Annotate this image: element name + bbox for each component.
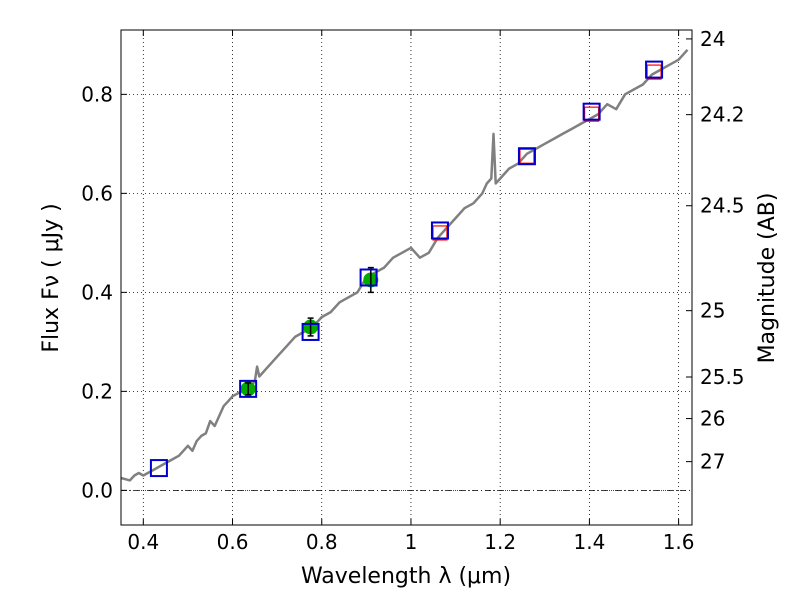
model-band-square — [517, 147, 536, 166]
grid — [121, 30, 692, 525]
tick-labels: 0.4 0.6 0.8 1 1.2 1.4 1.6 0.0 0.2 0.4 0.6 0.8 24 24.2… — [81, 27, 744, 554]
spectrum-layer — [120, 48, 689, 482]
x-tick-label: 1.2 — [484, 530, 516, 554]
mag-tick-label: 26 — [700, 407, 725, 431]
model-band-square — [430, 221, 449, 240]
model-band-square — [359, 268, 378, 287]
y-axis-label: Flux Fν ( μJy ) — [39, 203, 64, 352]
y2-axis-label: Magnitude (AB) — [755, 193, 780, 364]
mag-tick-label: 24.5 — [700, 194, 745, 218]
y-tick-label: 0.2 — [81, 379, 113, 403]
markers-layer — [149, 60, 664, 478]
x-axis-label: Wavelength λ (μm) — [301, 564, 511, 589]
model-band-square — [301, 322, 320, 341]
model-band-square — [582, 102, 601, 121]
x-tick-label: 1.4 — [573, 530, 605, 554]
y-tick-label: 0.8 — [81, 82, 113, 106]
model-band-square — [239, 379, 258, 398]
x-tick-label: 1 — [405, 530, 418, 554]
y-tick-label: 0.0 — [81, 478, 113, 502]
x-tick-label: 0.8 — [306, 530, 338, 554]
model-band-square — [149, 459, 168, 478]
mag-tick-label: 25.5 — [700, 365, 745, 389]
y-tick-label: 0.4 — [81, 280, 113, 304]
x-tick-label: 0.6 — [217, 530, 249, 554]
mag-tick-label: 24 — [700, 27, 725, 51]
model-band-square — [645, 60, 664, 79]
mag-tick-label: 25 — [700, 299, 725, 323]
ticks — [121, 30, 692, 525]
x-tick-label: 0.4 — [127, 530, 159, 554]
spectrum-line — [120, 48, 689, 482]
y-tick-label: 0.6 — [81, 181, 113, 205]
mag-tick-label: 27 — [700, 450, 725, 474]
x-tick-label: 1.6 — [663, 530, 695, 554]
plot-frame — [120, 29, 693, 526]
plot-area — [121, 30, 692, 525]
mag-tick-label: 24.2 — [700, 103, 745, 127]
